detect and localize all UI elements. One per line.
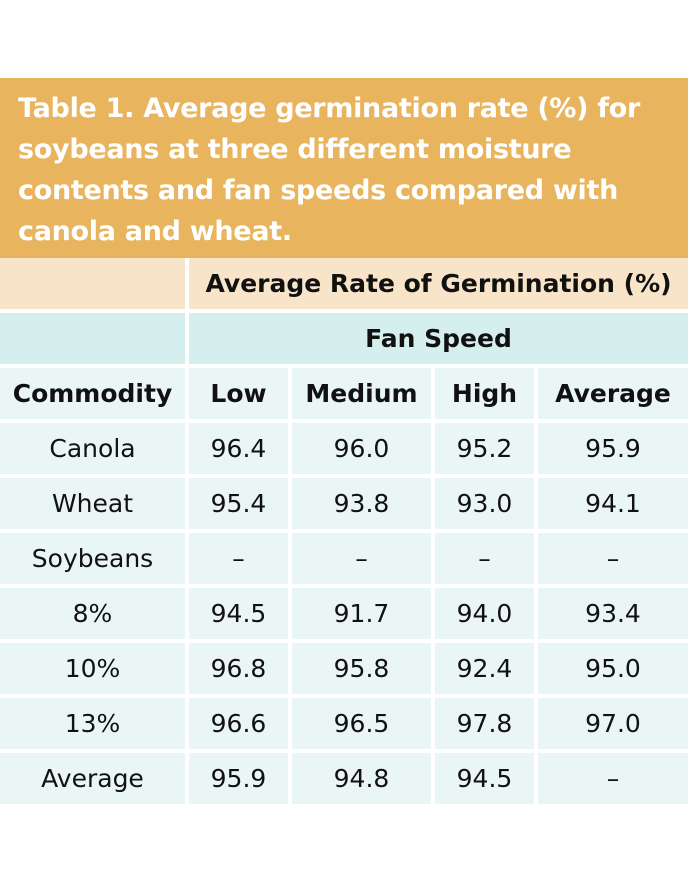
commodity-cell: Soybeans xyxy=(0,529,189,588)
value-cell: 94.5 xyxy=(185,584,292,643)
value-cell: – xyxy=(533,749,688,808)
value-cell: 94.0 xyxy=(431,584,538,643)
value-cell: 95.8 xyxy=(288,639,435,698)
value-cell: 95.9 xyxy=(533,421,688,478)
column-header-row: Commodity Low Medium High Average xyxy=(0,364,688,423)
value-cell: 96.8 xyxy=(185,639,292,698)
table-row: Average 95.9 94.8 94.5– xyxy=(0,749,688,808)
value-cell: – xyxy=(431,529,538,588)
value-cell: 97.0 xyxy=(533,694,688,753)
value-cell: – xyxy=(288,529,435,588)
value-cell: 91.7 xyxy=(288,584,435,643)
table-row: Wheat 95.4 93.8 93.0 94.1 xyxy=(0,474,688,533)
table-row: Canola 96.4 96.0 95.2 95.9 xyxy=(0,421,688,478)
value-cell: 93.4 xyxy=(533,584,688,643)
value-cell: – xyxy=(185,529,292,588)
table-row: 10% 96.8 95.8 92.4 95.0 xyxy=(0,639,688,698)
value-cell: 94.5 xyxy=(431,749,538,808)
subgroup-header-row: Fan Speed xyxy=(0,309,688,368)
value-cell: 92.4 xyxy=(431,639,538,698)
subgroup-header: Fan Speed xyxy=(184,309,688,368)
commodity-cell: Wheat xyxy=(0,474,189,533)
table-row: Soybeans – – – – xyxy=(0,529,688,588)
group-header: Average Rate of Germination (%) xyxy=(184,258,688,313)
value-cell: 95.0 xyxy=(533,639,688,698)
value-cell: 96.5 xyxy=(288,694,435,753)
germination-table: Average Rate of Germination (%) Fan Spee… xyxy=(0,258,688,808)
column-header: Medium xyxy=(288,364,435,423)
commodity-cell: Canola xyxy=(0,421,189,478)
group-header-row: Average Rate of Germination (%) xyxy=(0,258,688,313)
value-cell: 93.0 xyxy=(431,474,538,533)
value-cell: 96.4 xyxy=(185,421,292,478)
table-row: 13% 96.6 96.5 97.8 97.0 xyxy=(0,694,688,753)
commodity-cell: Average xyxy=(0,749,189,808)
column-header: Average xyxy=(533,364,688,423)
value-cell: 97.8 xyxy=(431,694,538,753)
empty-header-cell xyxy=(0,258,189,313)
value-cell: 93.8 xyxy=(288,474,435,533)
value-cell: – xyxy=(533,529,688,588)
value-cell: 95.4 xyxy=(185,474,292,533)
table-title: Table 1. Average germination rate (%) fo… xyxy=(0,78,688,258)
table-row: 8% 94.5 91.7 94.0 93.4 xyxy=(0,584,688,643)
column-header: High xyxy=(431,364,538,423)
column-header: Low xyxy=(185,364,292,423)
value-cell: 94.8 xyxy=(288,749,435,808)
commodity-cell: 8% xyxy=(0,584,189,643)
value-cell: 95.9 xyxy=(185,749,292,808)
value-cell: 94.1 xyxy=(533,474,688,533)
value-cell: 96.0 xyxy=(288,421,435,478)
empty-header-cell xyxy=(0,309,189,368)
value-cell: 96.6 xyxy=(185,694,292,753)
value-cell: 95.2 xyxy=(431,421,538,478)
column-header: Commodity xyxy=(0,364,189,423)
commodity-cell: 10% xyxy=(0,639,189,698)
commodity-cell: 13% xyxy=(0,694,189,753)
